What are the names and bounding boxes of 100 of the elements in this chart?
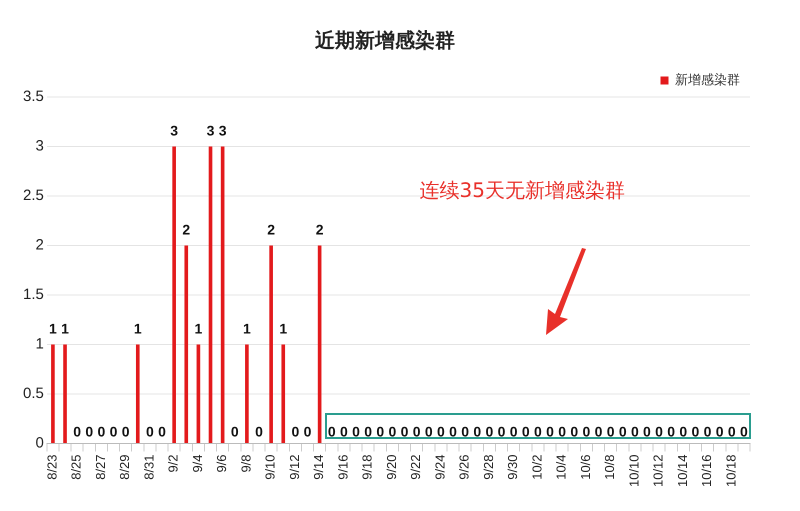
data-label: 0 [570,423,578,440]
bar [196,344,200,443]
x-tick-label: 9/14 [311,454,326,480]
data-label: 0 [291,423,300,440]
data-label: 0 [73,423,82,440]
x-tick-label: 8/23 [44,454,60,480]
bar [136,344,140,443]
data-label: 2 [267,221,276,238]
x-tick-label: 9/10 [262,454,278,480]
data-label: 0 [461,423,470,440]
legend-label: 新增感染群 [675,72,740,88]
data-label: 0 [352,423,360,440]
x-tick-label: 9/8 [238,454,254,473]
bar [51,344,55,443]
y-tick-label: 1 [36,336,44,353]
data-label: 0 [110,423,118,440]
x-tick-label: 10/2 [529,454,544,480]
data-label: 0 [740,423,748,440]
x-tick-label: 10/12 [650,454,666,488]
x-tick-label: 10/18 [723,454,738,488]
x-tick-label: 9/18 [360,454,375,480]
data-label: 1 [194,320,202,336]
x-tick-label: 8/31 [141,454,156,480]
data-label: 0 [606,423,615,440]
data-label: 0 [643,423,652,440]
data-label: 1 [61,320,70,336]
y-tick-label: 0 [36,434,44,452]
data-label: 0 [400,423,409,440]
data-label: 0 [618,423,627,440]
x-tick-label: 10/8 [602,454,618,480]
data-label: 3 [218,122,227,138]
bar [245,344,249,443]
x-tick-label: 9/12 [286,454,302,480]
data-label: 0 [146,423,154,440]
data-label: 0 [679,423,688,440]
x-tick-label: 10/6 [578,454,593,480]
data-label: 0 [655,423,664,440]
x-tick-label: 8/29 [117,454,132,480]
data-label: 0 [412,423,421,440]
bar [281,344,286,443]
annotation: 连续35天无新增感染群 [420,178,625,202]
data-label: 3 [170,122,178,138]
data-label: 0 [436,423,445,440]
x-tick-label: 9/26 [456,454,472,480]
data-label: 1 [279,320,288,336]
x-tick-label: 9/2 [166,454,181,473]
data-label: 0 [122,423,130,440]
data-label: 0 [388,423,396,440]
y-tick-label: 2.5 [22,187,44,204]
data-label: 0 [510,423,518,440]
x-tick-label: 9/16 [335,454,350,480]
data-label: 0 [630,423,639,440]
data-label: 1 [134,320,142,336]
bar [208,146,212,443]
y-tick-label: 3.5 [22,88,44,106]
x-tick-label: 9/6 [214,454,230,473]
data-label: 1 [49,320,58,336]
data-label: 0 [498,423,506,440]
data-label: 0 [522,423,530,440]
x-tick-label: 9/30 [505,454,520,480]
data-label: 0 [230,423,239,440]
x-tick-label: 10/10 [626,454,642,488]
x-tick-label: 8/27 [92,454,108,480]
data-label: 0 [340,423,348,440]
data-label: 0 [98,423,106,440]
data-label: 0 [594,423,603,440]
x-tick-label: 9/24 [432,454,448,480]
x-tick-label: 9/22 [408,454,424,480]
bar [269,245,273,443]
data-label: 0 [85,423,94,440]
bar [220,146,224,443]
data-label: 0 [704,423,712,440]
data-label: 0 [304,423,312,440]
x-tick-label: 10/16 [699,454,714,488]
x-tick-label: 10/4 [554,454,569,480]
y-tick-label: 2 [36,236,44,254]
data-label: 0 [692,423,700,440]
x-tick-label: 10/14 [674,454,690,488]
y-tick-label: 3 [36,138,44,155]
data-label: 0 [255,423,264,440]
data-label: 0 [473,423,482,440]
bar [184,245,188,443]
data-label: 0 [485,423,494,440]
bar [172,146,176,443]
data-label: 0 [582,423,590,440]
data-label: 0 [728,423,736,440]
data-label: 0 [667,423,676,440]
data-label: 3 [206,122,215,138]
bar [318,245,322,443]
data-label: 0 [546,423,554,440]
y-tick-label: 0.5 [22,385,44,402]
data-label: 0 [424,423,433,440]
data-label: 0 [449,423,458,440]
x-tick-label: 9/20 [384,454,399,480]
x-tick-label: 8/25 [68,454,84,480]
data-label: 0 [364,423,372,440]
y-tick-label: 1.5 [22,286,44,304]
data-label: 2 [182,221,190,238]
data-label: 0 [558,423,566,440]
data-label: 1 [242,320,251,336]
